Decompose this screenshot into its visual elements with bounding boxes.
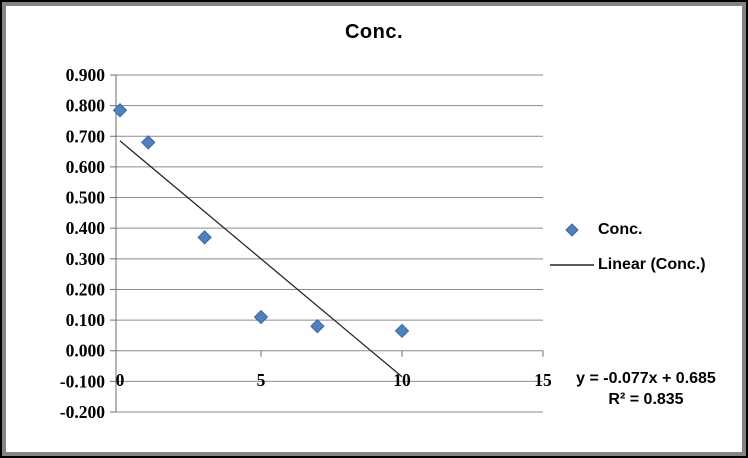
r-squared-line: R² = 0.835	[608, 391, 684, 408]
x-tick-label: 0	[116, 370, 125, 390]
y-tick-label: 0.500	[66, 188, 106, 208]
data-point-marker	[140, 135, 156, 150]
x-tick-label: 10	[393, 370, 411, 390]
legend: Conc. Linear (Conc.)	[545, 218, 745, 288]
y-tick-label: 0.300	[66, 249, 106, 269]
legend-item-trendline: Linear (Conc.)	[545, 253, 745, 277]
trendline-equation: y = -0.077x + 0.685 R² = 0.835	[548, 368, 744, 410]
y-tick-label: -0.200	[60, 402, 105, 422]
legend-label-trendline: Linear (Conc.)	[598, 256, 706, 273]
y-tick-label: 0.200	[66, 279, 106, 299]
chart-title: Conc.	[344, 21, 404, 43]
data-point-marker	[310, 319, 325, 334]
data-point-marker	[394, 323, 410, 339]
legend-diamond-icon	[545, 220, 598, 240]
legend-line-icon	[545, 255, 598, 275]
y-tick-label: 0.000	[66, 341, 106, 361]
y-tick-label: 0.400	[66, 218, 106, 238]
data-point-marker	[197, 230, 212, 245]
legend-item-series: Conc.	[545, 218, 745, 242]
data-point-marker	[112, 103, 128, 118]
y-tick-label: 0.600	[66, 157, 106, 177]
x-tick-label: 5	[257, 370, 266, 390]
y-tick-label: 0.800	[66, 96, 106, 116]
trendline	[119, 140, 403, 378]
legend-label-series: Conc.	[598, 221, 643, 238]
y-tick-label: -0.100	[60, 371, 105, 391]
data-point-marker	[253, 309, 269, 325]
y-tick-label: 0.700	[66, 126, 106, 146]
equation-line: y = -0.077x + 0.685	[576, 370, 716, 387]
y-tick-label: 0.900	[66, 65, 106, 85]
x-tick-label: 15	[534, 370, 552, 390]
y-tick-label: 0.100	[66, 310, 106, 330]
